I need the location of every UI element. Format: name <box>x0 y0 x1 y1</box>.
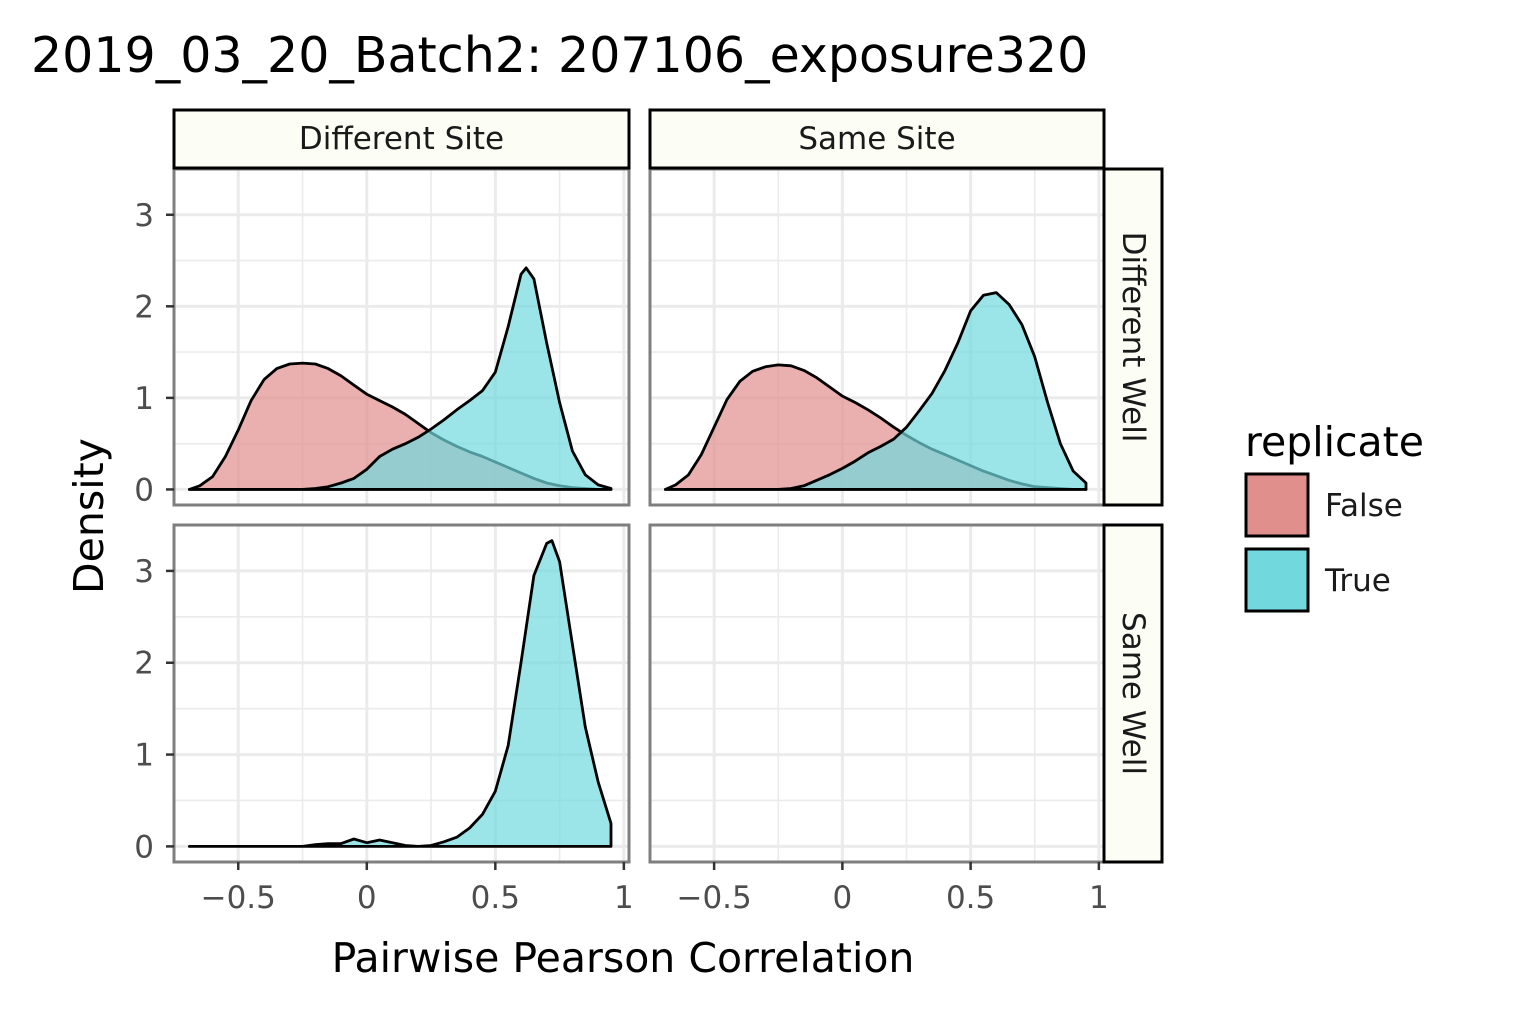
strip-background <box>1102 523 1164 864</box>
y-tick-label: 1 <box>134 381 154 417</box>
x-axis-label: Pairwise Pearson Correlation <box>332 934 915 982</box>
legend-label: False <box>1325 488 1403 524</box>
legend-title: replicate <box>1245 418 1424 466</box>
y-tick-label: 2 <box>134 646 154 682</box>
x-tick-label: 1 <box>614 880 634 916</box>
x-tick-label: 0 <box>357 880 377 916</box>
strip-background <box>172 108 631 170</box>
panel-same-well-different-site: 0 1 2 3 −0.5 0 0.5 1 <box>134 523 634 916</box>
y-tick-label: 3 <box>134 198 154 234</box>
strip-same-site: Same Site <box>648 108 1106 170</box>
panel-different-well-different-site: 0 1 2 3 <box>134 167 631 508</box>
x-tick-label: 0.5 <box>471 880 520 916</box>
y-tick-label: 3 <box>134 554 154 590</box>
density-area-true-different-well-same-site <box>664 291 1088 491</box>
x-tick-label: 1 <box>1089 880 1109 916</box>
x-tick-label: −0.5 <box>676 880 751 916</box>
strip-same-well: Same Well <box>1102 523 1164 864</box>
strip-background <box>648 108 1106 170</box>
strip-background <box>1102 167 1164 507</box>
strip-label: Same Well <box>1115 612 1151 775</box>
density-area-true-same-well-different-site <box>188 539 613 848</box>
panel-background <box>650 525 1104 862</box>
y-tick-label: 0 <box>134 829 154 865</box>
y-axis-label: Density <box>65 438 113 594</box>
legend-item-true: True <box>1244 547 1391 613</box>
legend-item-false: False <box>1244 472 1403 538</box>
strip-label: Different Well <box>1115 232 1151 443</box>
panel-border <box>172 523 631 864</box>
legend: replicate False True <box>1244 418 1424 613</box>
facet-grid: 0 1 2 3 0 1 2 3 −0.5 0 0.5 1 −0.5 0 0.5 1 Different Site… <box>134 108 1164 916</box>
panel-different-well-same-site <box>648 167 1106 507</box>
strip-different-site: Different Site <box>172 108 631 170</box>
strip-label: Different Site <box>299 121 504 157</box>
panel-same-well-same-site: −0.5 0 0.5 1 <box>648 523 1109 916</box>
legend-swatch <box>1244 547 1310 613</box>
x-tick-label: 0 <box>833 880 853 916</box>
x-tick-label: −0.5 <box>201 880 276 916</box>
strip-different-well: Different Well <box>1102 167 1164 507</box>
x-tick-label: 0.5 <box>946 880 995 916</box>
legend-label: True <box>1324 563 1391 599</box>
legend-swatch <box>1244 472 1310 538</box>
chart-title: 2019_03_20_Batch2: 207106_exposure320 <box>31 27 1088 84</box>
y-tick-label: 1 <box>134 738 154 774</box>
strip-label: Same Site <box>798 121 955 157</box>
y-tick-label: 2 <box>134 289 154 325</box>
y-tick-label: 0 <box>134 472 154 508</box>
density-area-true-different-well-different-site <box>188 266 613 491</box>
